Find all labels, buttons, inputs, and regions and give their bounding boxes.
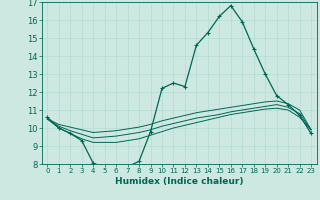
X-axis label: Humidex (Indice chaleur): Humidex (Indice chaleur) [115,177,244,186]
